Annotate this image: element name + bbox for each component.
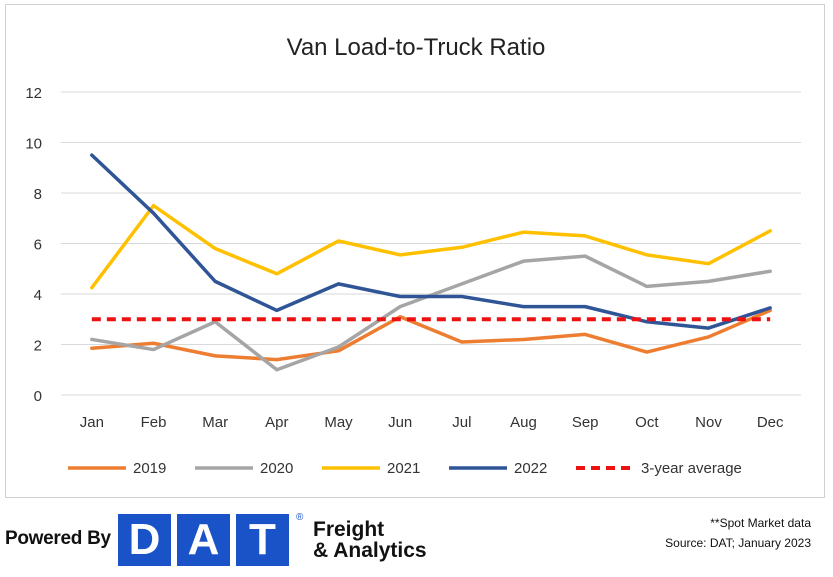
y-tick-label: 12 <box>25 85 42 102</box>
y-tick-label: 0 <box>34 388 42 405</box>
y-tick-label: 2 <box>34 338 42 355</box>
powered-by-text: Powered By <box>5 528 111 549</box>
source-note: Source: DAT; January 2023 <box>665 536 811 550</box>
legend-label: 2022 <box>514 460 547 477</box>
chart-title: Van Load-to-Truck Ratio <box>287 34 546 61</box>
x-tick-label: Aug <box>510 414 537 431</box>
legend-label: 2020 <box>260 460 293 477</box>
x-tick-label: Apr <box>265 414 288 431</box>
series-line-2021 <box>90 203 772 290</box>
tagline-line-1: Freight <box>313 518 385 541</box>
line-chart: Van Load-to-Truck Ratio 0 2 4 6 8 10 12 Jan Feb M… <box>25 34 801 477</box>
registered-mark: ® <box>296 512 304 523</box>
series-line-2019 <box>90 308 772 362</box>
y-tick-label: 8 <box>34 186 42 203</box>
x-tick-label: Oct <box>635 414 659 431</box>
x-tick-label: Nov <box>695 414 722 431</box>
y-tick-label: 4 <box>34 287 42 304</box>
x-tick-label: Mar <box>202 414 228 431</box>
x-tick-label: Jan <box>80 414 104 431</box>
series-line-2022 <box>90 153 772 330</box>
legend-label: 2021 <box>387 460 420 477</box>
legend-label: 3-year average <box>641 460 742 477</box>
logo-tagline: Freight & Analytics <box>313 519 427 561</box>
spot-market-note: **Spot Market data <box>710 516 811 530</box>
y-tick-label: 10 <box>25 136 42 153</box>
x-tick-label: Dec <box>757 414 784 431</box>
chart-frame: Van Load-to-Truck Ratio 0 2 4 6 8 10 12 Jan Feb M… <box>5 4 825 498</box>
logo-letter-d: D <box>118 514 171 566</box>
tagline-line-2: & Analytics <box>313 539 427 562</box>
legend-label: 2019 <box>133 460 166 477</box>
y-tick-label: 6 <box>34 237 42 254</box>
x-tick-label: Sep <box>572 414 599 431</box>
x-tick-label: Jun <box>388 414 412 431</box>
logo-letter-t: T <box>236 514 289 566</box>
x-tick-label: Jul <box>452 414 471 431</box>
logo-letter-a: A <box>177 514 230 566</box>
x-tick-label: Feb <box>141 414 167 431</box>
dat-logo: D A T <box>118 514 295 566</box>
x-tick-label: May <box>324 414 353 431</box>
